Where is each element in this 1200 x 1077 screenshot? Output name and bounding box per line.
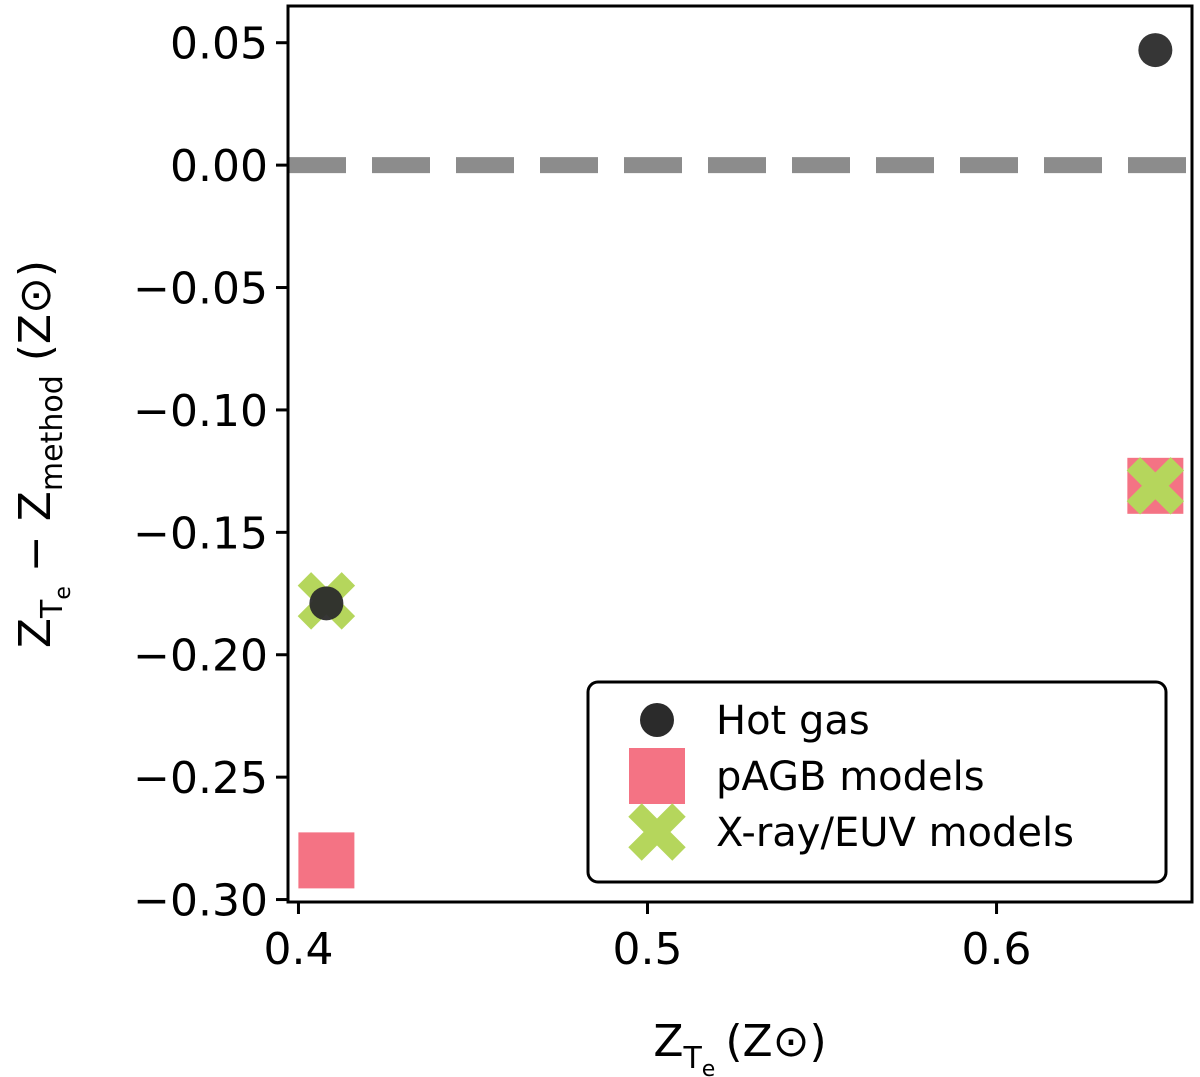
y-tick-label: −0.25 bbox=[133, 753, 268, 804]
y-tick-label: −0.20 bbox=[133, 631, 268, 682]
y-axis-label: ZTe − Zmethod (Z⊙) bbox=[10, 260, 76, 648]
y-tick-label: −0.30 bbox=[133, 876, 268, 927]
axis-ticks: 0.4 0.5 0.6 0.05 0.00 −0.05 −0.10 −0.15 −0.20 −0.… bbox=[133, 19, 1031, 975]
legend: Hot gas pAGB models X-ray/EUV models bbox=[586, 680, 1168, 884]
x-tick-label: 0.4 bbox=[263, 924, 333, 975]
y-tick-label: −0.05 bbox=[133, 264, 268, 315]
data-markers bbox=[297, 33, 1185, 889]
y-tick-label: 0.00 bbox=[170, 141, 268, 192]
x-axis-label: ZTe (Z⊙) bbox=[653, 1016, 826, 1077]
y-tick-label: −0.10 bbox=[133, 386, 268, 437]
legend-marker-x bbox=[628, 803, 686, 861]
x-axis-label-subsub: e bbox=[702, 1057, 716, 1077]
y-tick-label: −0.15 bbox=[133, 508, 268, 559]
y-tick-label: 0.05 bbox=[170, 19, 268, 70]
marker-circle bbox=[1138, 33, 1173, 68]
x-tick-label: 0.6 bbox=[962, 924, 1032, 975]
y-axis-label-sub2: method bbox=[35, 375, 70, 491]
legend-markers bbox=[628, 703, 686, 861]
legend-label-xray-euv-models: X-ray/EUV models bbox=[716, 810, 1074, 856]
legend-marker-square bbox=[629, 748, 685, 804]
x-tick-label: 0.5 bbox=[613, 924, 683, 975]
marker-square bbox=[298, 832, 355, 889]
legend-marker-circle bbox=[640, 703, 674, 737]
marker-circle bbox=[309, 586, 344, 621]
y-axis-label-op: − Z bbox=[10, 491, 61, 586]
x-axis-label-sub: T bbox=[682, 1041, 702, 1076]
x-axis-label-unit: (Z⊙) bbox=[725, 1016, 826, 1067]
legend-label-hot-gas: Hot gas bbox=[716, 698, 870, 744]
legend-frame bbox=[586, 680, 1168, 884]
plot-frame bbox=[286, 4, 1194, 904]
marker-x bbox=[1126, 457, 1185, 515]
y-axis-label-main1: Z bbox=[10, 618, 61, 648]
y-axis-label-sub1: T bbox=[35, 599, 70, 619]
y-axis-label-subsub1: e bbox=[51, 586, 76, 600]
x-axis-label-main: Z bbox=[653, 1016, 683, 1067]
legend-label-pagb-models: pAGB models bbox=[716, 754, 985, 800]
y-axis-label-unit: (Z⊙) bbox=[10, 260, 61, 375]
